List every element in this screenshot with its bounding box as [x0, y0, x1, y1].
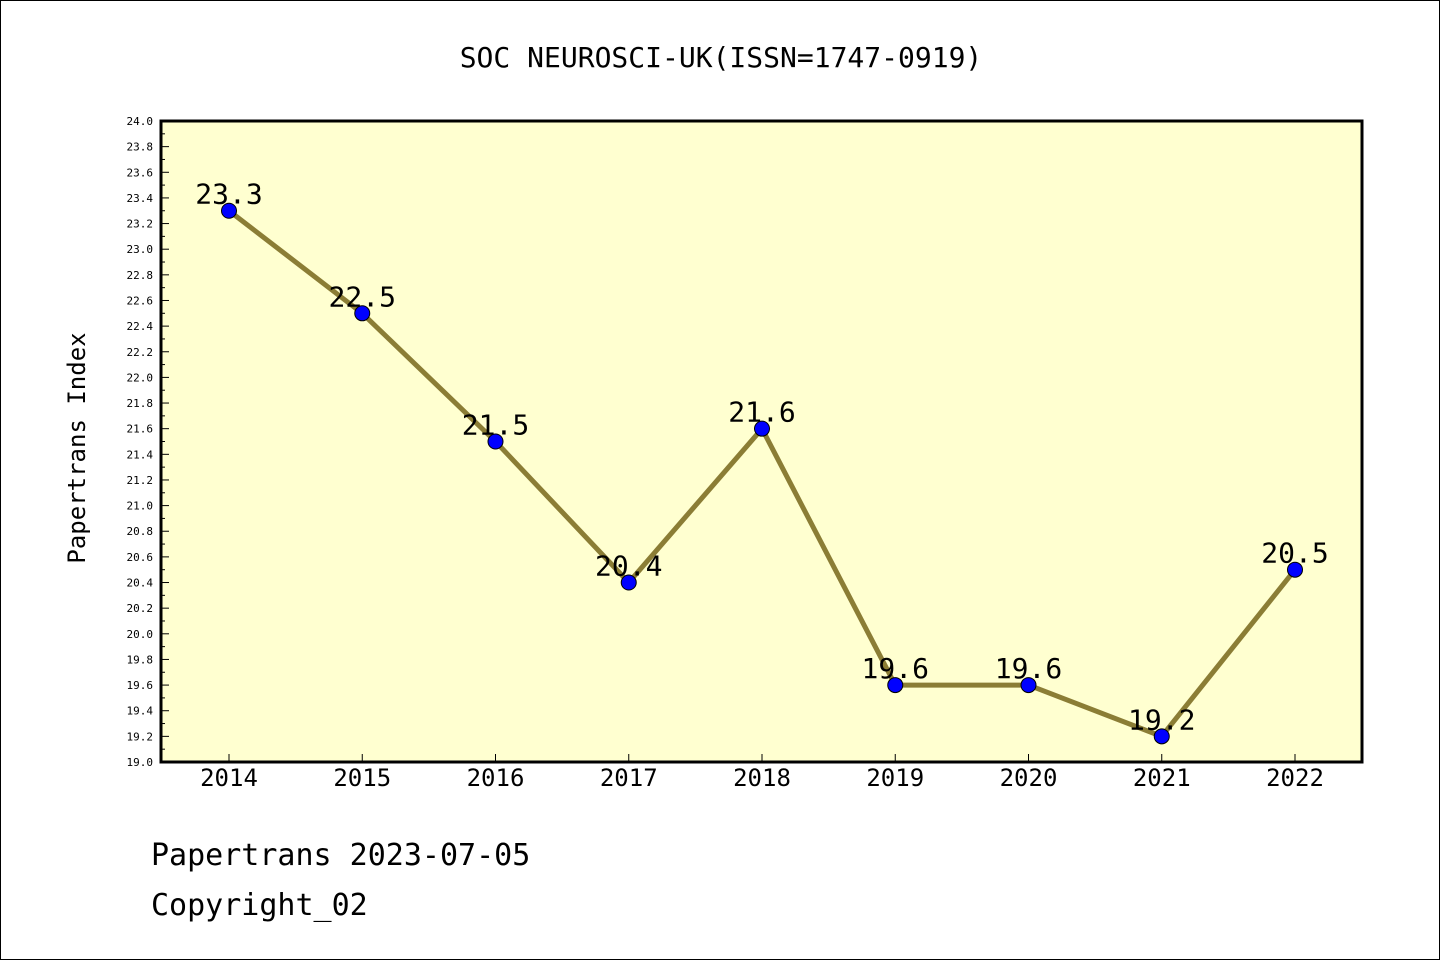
data-label-2019: 19.6 — [862, 652, 929, 685]
data-label-2018: 21.6 — [728, 396, 795, 429]
x-tick-label: 2022 — [1266, 764, 1324, 792]
y-tick-label: 19.2 — [127, 730, 154, 743]
y-tick-label: 22.2 — [127, 346, 154, 359]
y-tick-label: 24.0 — [127, 115, 154, 128]
x-tick-label: 2014 — [200, 764, 258, 792]
y-tick-label: 23.8 — [127, 141, 154, 154]
y-tick-label: 21.8 — [127, 397, 154, 410]
y-tick-label: 20.2 — [127, 602, 154, 615]
y-tick-label: 21.0 — [127, 500, 154, 513]
data-label-2022: 20.5 — [1261, 537, 1328, 570]
y-tick-label: 21.2 — [127, 474, 154, 487]
y-tick-label: 23.4 — [127, 192, 154, 205]
y-tick-label: 23.2 — [127, 218, 154, 231]
data-label-2020: 19.6 — [995, 652, 1062, 685]
x-tick-label: 2021 — [1133, 764, 1191, 792]
y-tick-label: 21.6 — [127, 423, 154, 436]
y-tick-label: 19.6 — [127, 679, 154, 692]
footer-date: Papertrans 2023-07-05 — [151, 838, 530, 873]
y-tick-label: 22.0 — [127, 371, 154, 384]
data-point-2019 — [887, 677, 904, 694]
y-tick-label: 22.8 — [127, 269, 154, 282]
data-label-2016: 21.5 — [462, 409, 529, 442]
y-tick-label: 21.4 — [127, 448, 154, 461]
x-tick-label: 2016 — [467, 764, 525, 792]
y-tick-label: 20.0 — [127, 628, 154, 641]
y-tick-label: 20.8 — [127, 525, 154, 538]
data-point-2022 — [1287, 561, 1303, 578]
y-tick-label: 22.4 — [127, 320, 154, 333]
footer-copyright: Copyright_02 — [151, 888, 368, 923]
data-point-2014 — [221, 202, 237, 219]
series-group: 23.3 22.5 21.5 20.4 21.6 19.6 19.6 19.2 20.5 — [195, 178, 1329, 745]
data-point-2016 — [487, 433, 504, 450]
x-tick-label: 2019 — [866, 764, 924, 792]
y-tick-label: 19.4 — [127, 705, 154, 718]
data-point-2015 — [354, 305, 371, 322]
data-point-2021 — [1153, 728, 1170, 745]
y-axis: 19.0 19.2 19.4 19.6 19.8 20.0 20.2 20.4 20.6 20.8… — [127, 115, 169, 769]
data-point-2020 — [1020, 677, 1037, 694]
y-tick-label: 23.0 — [127, 243, 154, 256]
data-label-2015: 22.5 — [329, 280, 396, 313]
y-tick-label: 23.6 — [127, 166, 154, 179]
y-tick-label: 22.6 — [127, 294, 154, 307]
x-tick-label: 2017 — [600, 764, 658, 792]
data-label-2014: 23.3 — [195, 178, 262, 211]
chart-title: SOC NEUROSCI-UK(ISSN=1747-0919) — [460, 41, 983, 74]
x-tick-label: 2018 — [733, 764, 791, 792]
data-label-2021: 19.2 — [1128, 703, 1195, 736]
y-tick-label: 20.6 — [127, 551, 154, 564]
data-point-2017 — [620, 574, 637, 591]
x-axis: 2014 2015 2016 2017 2018 2019 2020 2021 2022 — [200, 754, 1324, 792]
plot-area — [159, 119, 1364, 764]
x-tick-label: 2015 — [333, 764, 391, 792]
data-point-2018 — [754, 420, 770, 437]
x-tick-label: 2020 — [1000, 764, 1058, 792]
y-axis-label: Papertrans Index — [63, 332, 91, 563]
y-tick-label: 20.4 — [127, 577, 154, 590]
data-label-2017: 20.4 — [595, 550, 662, 583]
y-tick-label: 19.8 — [127, 653, 154, 666]
y-tick-label: 19.0 — [127, 756, 154, 769]
